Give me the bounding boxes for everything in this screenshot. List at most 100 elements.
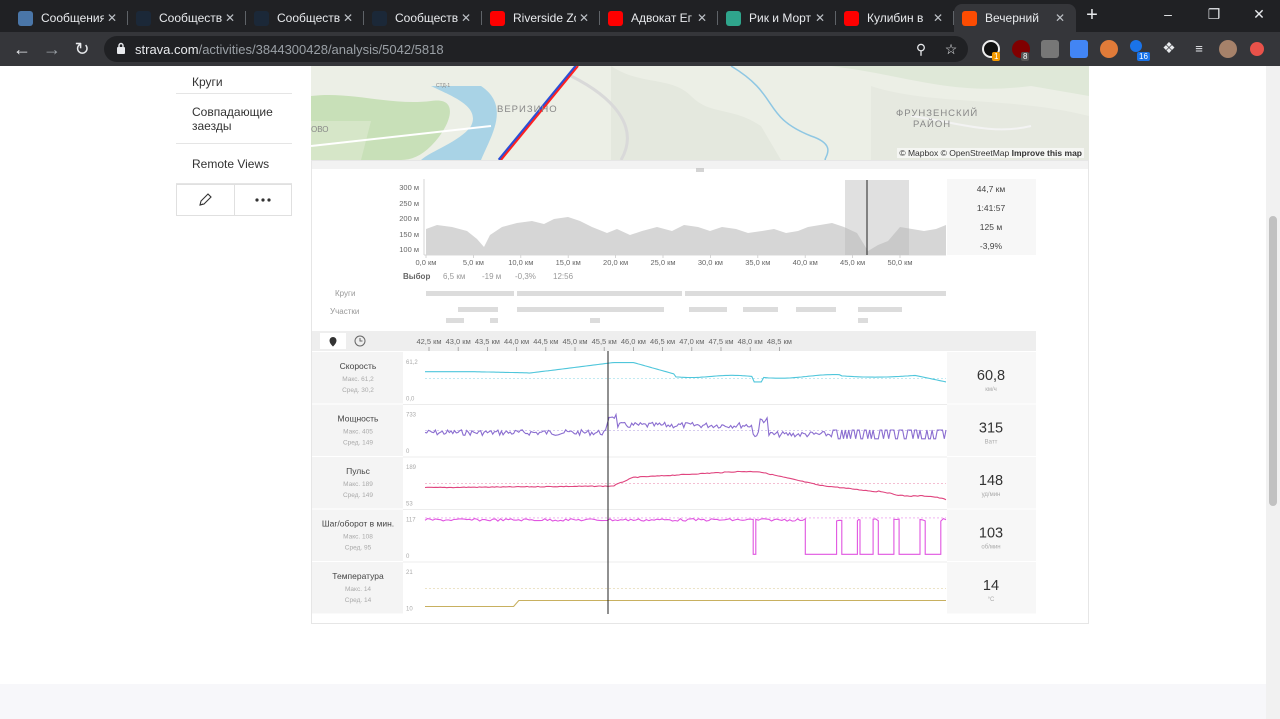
close-tab-icon[interactable]: ✕ — [224, 11, 236, 25]
zoom-x-tick: 42,5 км — [416, 337, 441, 346]
close-tab-icon[interactable]: ✕ — [696, 11, 708, 25]
metric-name: Температура — [332, 571, 384, 581]
address-bar[interactable]: strava.com/activities/3844300428/analysi… — [104, 36, 968, 62]
segment-bar[interactable] — [446, 318, 464, 323]
avatar[interactable] — [1219, 40, 1237, 58]
close-tab-icon[interactable]: ✕ — [1054, 11, 1066, 25]
new-tab-button[interactable]: + — [1086, 4, 1098, 26]
back-icon[interactable]: ← — [13, 39, 31, 59]
metric-max: Макс. 14 — [345, 586, 371, 593]
metric-unit: Ватт — [985, 440, 998, 446]
summary-grade: -3,9% — [980, 241, 1003, 251]
zoom-icon[interactable]: ⚲ — [915, 41, 927, 57]
close-tab-icon[interactable]: ✕ — [932, 11, 944, 25]
resize-handle[interactable] — [312, 161, 1088, 172]
metric-row: Мощность Макс. 405 Сред. 149 733 0 315 Ватт — [312, 404, 1036, 456]
map-canvas — [311, 66, 1089, 160]
segment-bar[interactable] — [796, 307, 836, 312]
extension-icon[interactable] — [1250, 42, 1264, 56]
lap-bar[interactable] — [517, 291, 682, 296]
lock-icon — [117, 42, 125, 54]
route-map[interactable]: ВЕРИЗИНО ФРУНЗЕНСКИЙ РАЙОН СТД-1 ОВО © M… — [311, 66, 1089, 160]
metric-unit: об/мин — [981, 545, 1000, 551]
sidebar-item-matched-rides[interactable]: Совпадающие заезды — [176, 94, 292, 144]
minimize-icon[interactable]: – — [1164, 6, 1172, 22]
selection-distance: 6,5 км — [443, 272, 465, 281]
segment-bar[interactable] — [490, 318, 498, 323]
metric-row: Шаг/оборот в мин. Макс. 108 Сред. 95 117 0 10… — [312, 509, 1036, 561]
elevation-y-tick: 250 м — [399, 199, 419, 208]
metric-unit: °C — [988, 597, 995, 603]
zoom-x-tick: 47,5 км — [708, 337, 733, 346]
tab-2[interactable]: Сообщество ✕ — [128, 4, 246, 32]
metric-name: Пульс — [346, 466, 371, 476]
segment-bar[interactable] — [743, 307, 778, 312]
metric-axis-bottom: 0 — [406, 554, 410, 560]
scrollbar-thumb[interactable] — [1269, 216, 1277, 506]
elevation-x-tick: 0,0 км — [416, 258, 437, 267]
tab-9[interactable]: Вечерний ✕ — [954, 4, 1076, 32]
close-tab-icon[interactable]: ✕ — [578, 11, 590, 25]
elevation-x-tick: 20,0 км — [603, 258, 628, 267]
maximize-icon[interactable]: ❐ — [1207, 6, 1221, 22]
edit-button[interactable] — [177, 185, 235, 215]
more-button[interactable] — [235, 185, 292, 215]
metric-row: Пульс Макс. 189 Сред. 149 189 53 148 уд/мин — [312, 456, 1036, 509]
segment-bar[interactable] — [689, 307, 727, 312]
metric-name: Шаг/оборот в мин. — [322, 519, 394, 529]
reload-icon[interactable]: ↻ — [74, 39, 90, 59]
metric-avg: Сред. 14 — [345, 597, 372, 604]
sidebar-actions — [176, 184, 292, 216]
segment-bar[interactable] — [590, 318, 600, 323]
metric-value: 315 — [979, 421, 1003, 437]
sidebar-item-laps[interactable]: Круги — [176, 66, 292, 94]
segment-bar[interactable] — [858, 307, 902, 312]
tab-6[interactable]: Адвокат Ег ✕ — [600, 4, 718, 32]
metric-avg: Сред. 30,2 — [342, 387, 374, 394]
elevation-chart: 300 м 250 м 200 м 150 м 100 м 0,0 км 5,0 … — [399, 179, 1036, 281]
tab-1[interactable]: Сообщения ✕ — [10, 4, 128, 32]
tab-8[interactable]: Кулибин в ✕ — [836, 4, 954, 32]
clock-icon[interactable] — [354, 335, 366, 347]
cookie-icon[interactable] — [1100, 40, 1118, 58]
metric-axis-top: 21 — [406, 570, 413, 576]
tab-3[interactable]: Сообщество ✕ — [246, 4, 364, 32]
bookmark-star-icon[interactable]: ☆ — [944, 41, 958, 57]
elevation-x-tick: 15,0 км — [556, 258, 581, 267]
elevation-x-tick: 10,0 км — [508, 258, 533, 267]
close-tab-icon[interactable]: ✕ — [460, 11, 472, 25]
close-tab-icon[interactable]: ✕ — [106, 11, 118, 25]
tab-7[interactable]: Рик и Морт ✕ — [718, 4, 836, 32]
metric-trace — [425, 599, 946, 608]
translate-icon[interactable] — [1070, 40, 1088, 58]
metric-trace — [424, 517, 947, 555]
zoom-x-tick: 47,0 км — [679, 337, 704, 346]
tab-4[interactable]: Сообщество ✕ — [364, 4, 482, 32]
camera-icon[interactable] — [1041, 40, 1059, 58]
segment-bar[interactable] — [458, 307, 498, 312]
analysis-charts[interactable]: 300 м 250 м 200 м 150 м 100 м 0,0 км 5,0 … — [312, 161, 1088, 623]
elevation-selection[interactable] — [845, 180, 909, 255]
steam-icon — [372, 10, 387, 26]
sidebar-item-remote-views[interactable]: Remote Views — [176, 144, 292, 184]
metric-value: 148 — [979, 473, 1003, 489]
lap-bar[interactable] — [426, 291, 514, 296]
segment-bar[interactable] — [517, 307, 664, 312]
osm-link[interactable]: © OpenStreetMap — [940, 148, 1010, 158]
close-tab-icon[interactable]: ✕ — [814, 11, 826, 25]
close-window-icon[interactable]: ✕ — [1253, 6, 1265, 22]
segment-bar[interactable] — [858, 318, 868, 323]
mapbox-link[interactable]: © Mapbox — [899, 148, 939, 158]
map-attribution: © Mapbox © OpenStreetMap Improve this ma… — [897, 148, 1084, 158]
close-tab-icon[interactable]: ✕ — [342, 11, 354, 25]
elevation-y-tick: 100 м — [399, 245, 419, 254]
lap-bar[interactable] — [685, 291, 946, 296]
improve-map-link[interactable]: Improve this map — [1011, 148, 1082, 158]
page-scrollbar[interactable] — [1266, 66, 1280, 719]
reading-list-icon[interactable]: ≡ — [1195, 41, 1203, 56]
steam-icon — [254, 10, 269, 26]
tab-5[interactable]: Riverside Zo ✕ — [482, 4, 600, 32]
puzzle-icon[interactable]: ❖ — [1162, 40, 1176, 57]
forward-icon[interactable]: → — [43, 39, 61, 59]
extension-icon[interactable] — [1130, 40, 1142, 52]
